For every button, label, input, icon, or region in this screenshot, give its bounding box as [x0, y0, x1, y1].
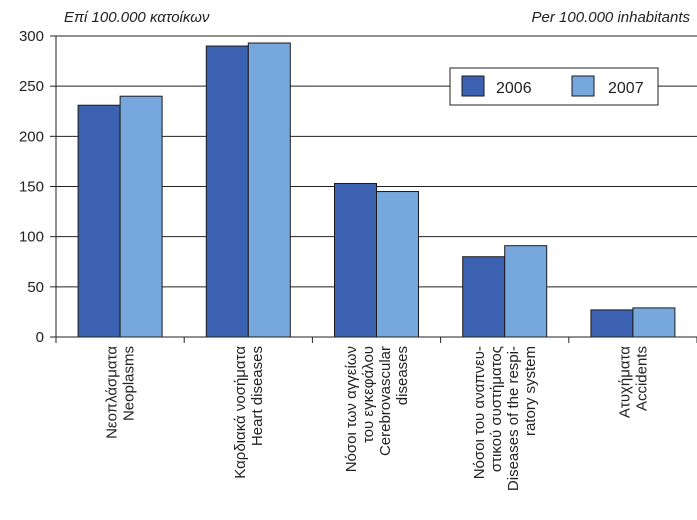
x-label-4-line-4: ratory system [522, 346, 539, 436]
y-tick-label-300: 300 [19, 28, 44, 45]
legend-box [449, 67, 659, 106]
y-tick-label-50: 50 [27, 279, 44, 296]
unit-label-english: Per 100.000 inhabitants [532, 9, 691, 26]
bar-2007-cat-1 [119, 95, 163, 338]
bar-2007-cat-5 [632, 307, 676, 338]
y-axis-ticks: 0 50 100 150 200 250 300 [19, 28, 56, 346]
x-label-5-line-1: Ατυχήματα [616, 346, 633, 418]
x-label-4-line-1: Νόσοι του αναπνευ- [471, 346, 488, 479]
x-label-3-line-3: Cerebrovascular [377, 346, 394, 456]
x-label-3-line-4: diseases [394, 346, 411, 405]
x-label-2-line-2: Heart diseases [249, 346, 266, 446]
x-label-2-line-1: Καρδιακά νοσήματα [232, 346, 249, 479]
x-label-1-line-1: Νεοπλάσματα [104, 346, 121, 439]
y-tick-label-150: 150 [19, 179, 44, 196]
legend-swatch-2006 [461, 75, 485, 97]
bar-2006-cat-4 [462, 256, 506, 338]
x-label-group-2: Καρδιακά νοσήματα Heart diseases [232, 346, 266, 479]
axes [50, 36, 697, 343]
bar-2006-cat-2 [205, 45, 249, 338]
bars [77, 42, 676, 338]
x-label-group-1: Νεοπλάσματα Neoplasms [104, 346, 138, 439]
y-tick-label-250: 250 [19, 78, 44, 95]
x-label-3-line-2: του εγκεφάλου [360, 346, 377, 443]
y-tick-label-0: 0 [36, 329, 44, 346]
x-label-3-line-1: Νόσοι των αγγείων [343, 346, 360, 472]
y-tick-label-200: 200 [19, 128, 44, 145]
bar-2007-cat-3 [376, 191, 419, 338]
x-label-4-line-2: στικού συστήματος [488, 346, 505, 472]
unit-label-greek: Επί 100.000 κατοίκων [64, 9, 210, 26]
bar-2007-cat-4 [504, 245, 548, 338]
x-axis-labels: Νεοπλάσματα Neoplasms Καρδιακά νοσήματα Hea… [104, 346, 651, 491]
legend-label-2007: 2007 [608, 80, 644, 97]
x-label-group-4: Νόσοι του αναπνευ-στικού συστήματος Disea… [471, 346, 539, 491]
bar-2007-cat-2 [247, 42, 291, 338]
x-label-group-3: Νόσοι των αγγείων του εγκεφάλου Cerebrovas… [343, 346, 411, 472]
bar-2006-cat-5 [590, 309, 634, 338]
x-label-5-line-2: Accidents [633, 346, 650, 411]
bar-2006-cat-1 [77, 104, 121, 338]
x-label-1-line-2: Neoplasms [121, 346, 138, 421]
legend-label-2006: 2006 [496, 80, 532, 97]
legend-swatch-2007 [571, 75, 595, 97]
legend: 2006 2007 [449, 67, 659, 106]
x-label-4-line-3: Diseases of the respi- [505, 346, 522, 491]
x-label-group-5: Ατυχήματα Accidents [616, 346, 650, 418]
bar-2006-cat-3 [334, 182, 377, 338]
y-tick-label-100: 100 [19, 229, 44, 246]
